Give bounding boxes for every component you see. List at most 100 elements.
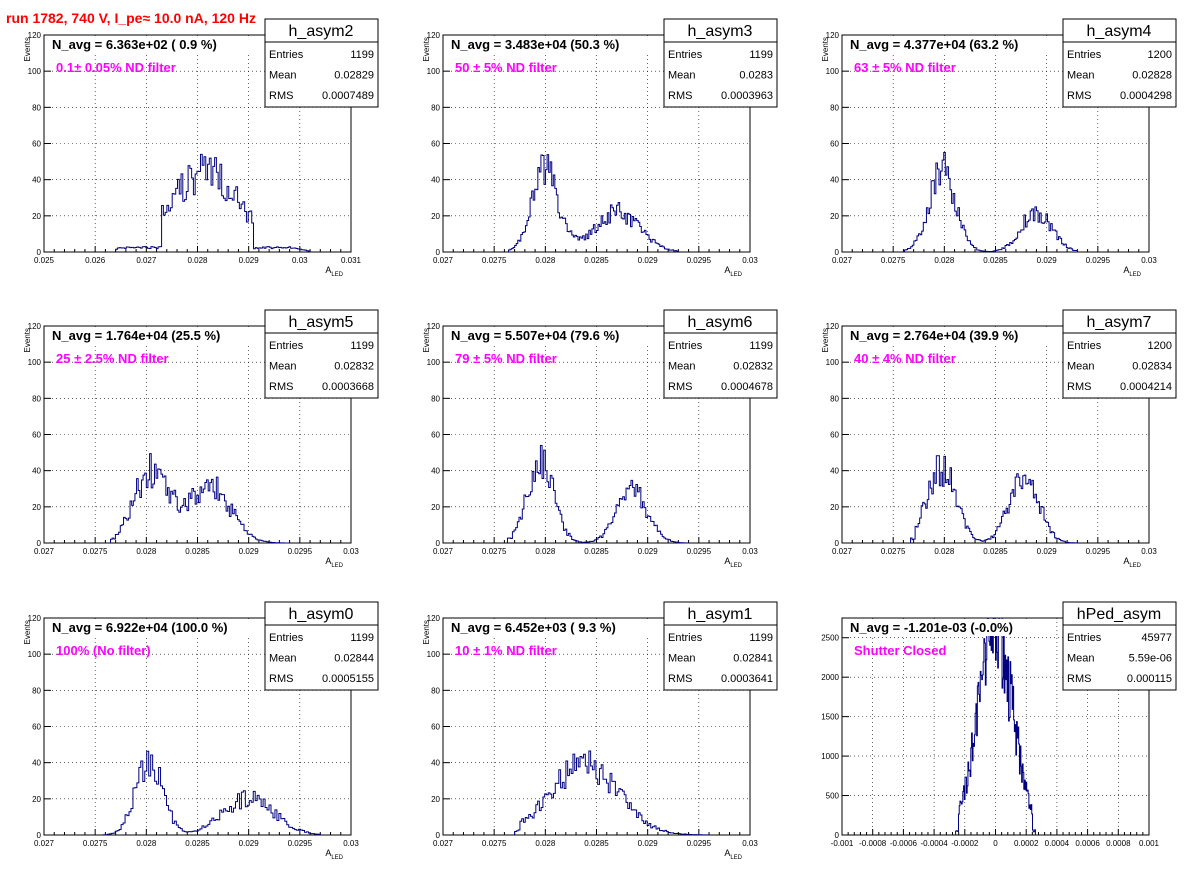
stats-value: 1200 — [1148, 49, 1172, 61]
stats-label: Entries — [668, 49, 703, 61]
filter-annotation: 79 ± 5% ND filter — [455, 351, 557, 366]
y-axis-title: Events — [422, 37, 431, 61]
y-tick-label: 120 — [427, 614, 441, 623]
histogram-line — [110, 453, 291, 544]
y-tick-label: 0 — [37, 831, 42, 840]
y-tick-label: 20 — [32, 212, 41, 221]
y-tick-label: 500 — [826, 792, 840, 801]
stats-label: Mean — [668, 70, 696, 82]
x-tick-label: 0.03 — [343, 839, 359, 848]
x-tick-label: 0.028 — [136, 839, 157, 848]
stats-value: 0.0005155 — [322, 673, 374, 685]
filter-annotation: 40 ± 4% ND filter — [854, 351, 956, 366]
y-tick-label: 20 — [431, 212, 440, 221]
histogram-name: h_asym1 — [688, 606, 753, 623]
y-axis-title: Events — [422, 328, 431, 352]
stats-label: RMS — [668, 381, 692, 393]
x-tick-label: 0.0295 — [1086, 256, 1111, 265]
x-tick-label: 0.0285 — [983, 547, 1008, 556]
stats-label: Entries — [269, 49, 304, 61]
stats-value: 1199 — [749, 632, 773, 644]
y-tick-label: 60 — [32, 431, 41, 440]
navg-background — [448, 36, 648, 53]
y-tick-label: 0 — [835, 831, 840, 840]
navg-background — [847, 327, 1047, 344]
x-tick-label: 0.025 — [34, 256, 55, 265]
x-tick-label: 0.026 — [85, 256, 106, 265]
y-tick-label: 80 — [830, 394, 839, 403]
y-tick-label: 100 — [427, 358, 441, 367]
stats-value: 1199 — [350, 49, 374, 61]
y-axis-title: Events — [422, 620, 431, 644]
stats-value: 0.0003963 — [721, 90, 773, 102]
y-tick-label: 60 — [431, 431, 440, 440]
y-axis-title: Events — [23, 37, 32, 61]
x-tick-label: 0.029 — [638, 839, 659, 848]
x-tick-label: 0.027 — [433, 256, 454, 265]
y-tick-label: 120 — [427, 322, 441, 331]
x-tick-label: 0.0295 — [687, 839, 712, 848]
y-tick-label: 100 — [28, 67, 42, 76]
navg-background — [49, 36, 249, 53]
y-tick-label: 20 — [32, 503, 41, 512]
stats-value: 1199 — [350, 632, 374, 644]
y-tick-label: 120 — [28, 322, 42, 331]
filter-annotation: Shutter Closed — [854, 643, 947, 658]
x-tick-label: 0.0285 — [185, 839, 210, 848]
y-axis-title: Events — [23, 328, 32, 352]
x-tick-label: 0.0004 — [1045, 839, 1070, 848]
stats-label: Mean — [269, 361, 297, 373]
y-tick-label: 0 — [37, 248, 42, 257]
x-tick-label: 0.0275 — [881, 256, 906, 265]
stats-label: Entries — [668, 340, 703, 352]
panel-h_asym6: 0.027 0.0275 0.028 0.0285 0.029 0.0295 0.03 0 20… — [422, 309, 778, 569]
navg-label: N_avg = 6.922e+04 (100.0 %) — [52, 620, 228, 635]
x-tick-label: 0.027 — [34, 547, 55, 556]
x-tick-label: 0.03 — [742, 256, 758, 265]
stats-label: Mean — [1067, 653, 1095, 665]
stats-value: 0.02828 — [1132, 70, 1172, 82]
y-tick-label: 60 — [830, 140, 839, 149]
stats-box — [264, 601, 379, 691]
x-tick-label: 0.027 — [433, 547, 454, 556]
y-tick-label: 80 — [431, 394, 440, 403]
stats-box — [1062, 601, 1177, 691]
stats-value: 1200 — [1148, 340, 1172, 352]
y-tick-label: 2000 — [821, 673, 839, 682]
histogram-line — [115, 153, 311, 252]
navg-background — [448, 619, 648, 636]
x-tick-label: -0.0004 — [921, 839, 949, 848]
x-axis-title: ALED — [1123, 265, 1141, 278]
stats-label: RMS — [668, 90, 692, 102]
y-tick-label: 120 — [826, 322, 840, 331]
x-axis-title: ALED — [325, 265, 343, 278]
x-tick-label: 0.001 — [1139, 839, 1160, 848]
stats-value: 0.0007489 — [322, 90, 374, 102]
stats-label: RMS — [1067, 381, 1091, 393]
x-tick-label: 0.03 — [292, 256, 308, 265]
navg-background — [847, 619, 1047, 636]
stats-label: Entries — [269, 632, 304, 644]
stats-value: 0.0004214 — [1120, 381, 1172, 393]
stats-box — [264, 309, 379, 399]
stats-value: 1199 — [749, 49, 773, 61]
x-tick-label: 0.03 — [343, 547, 359, 556]
y-tick-label: 80 — [32, 394, 41, 403]
y-tick-label: 100 — [28, 650, 42, 659]
y-axis-title: Events — [821, 328, 830, 352]
panel-h_asym1: 0.027 0.0275 0.028 0.0285 0.029 0.0295 0.03 0 20… — [422, 601, 778, 861]
x-tick-label: 0.0295 — [687, 547, 712, 556]
panel-h_asym0: 0.027 0.0275 0.028 0.0285 0.029 0.0295 0.03 0 20… — [23, 601, 379, 861]
x-axis-title: ALED — [724, 848, 742, 861]
x-tick-label: 0.0275 — [482, 547, 507, 556]
y-tick-label: 0 — [436, 831, 441, 840]
filter-annotation: 25 ± 2.5% ND filter — [56, 351, 169, 366]
navg-label: N_avg = 1.764e+04 (25.5 %) — [52, 328, 220, 343]
x-tick-label: 0.027 — [136, 256, 157, 265]
histogram-line — [102, 750, 321, 836]
histogram-name: h_asym2 — [289, 23, 354, 40]
stats-label: Entries — [668, 632, 703, 644]
x-tick-label: 0.028 — [136, 547, 157, 556]
x-tick-label: 0.03 — [1141, 256, 1157, 265]
panel-h_asym7: 0.027 0.0275 0.028 0.0285 0.029 0.0295 0.03 0 20… — [821, 309, 1177, 569]
